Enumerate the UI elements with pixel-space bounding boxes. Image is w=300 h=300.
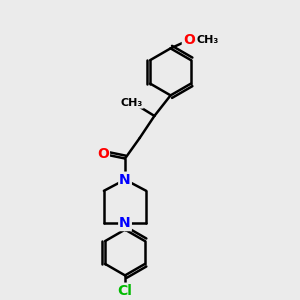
Text: N: N bbox=[119, 216, 131, 230]
Text: O: O bbox=[183, 33, 195, 47]
Text: Cl: Cl bbox=[118, 284, 133, 298]
Text: CH₃: CH₃ bbox=[196, 35, 218, 45]
Text: N: N bbox=[119, 173, 131, 187]
Text: O: O bbox=[97, 147, 109, 161]
Text: CH₃: CH₃ bbox=[121, 98, 143, 108]
